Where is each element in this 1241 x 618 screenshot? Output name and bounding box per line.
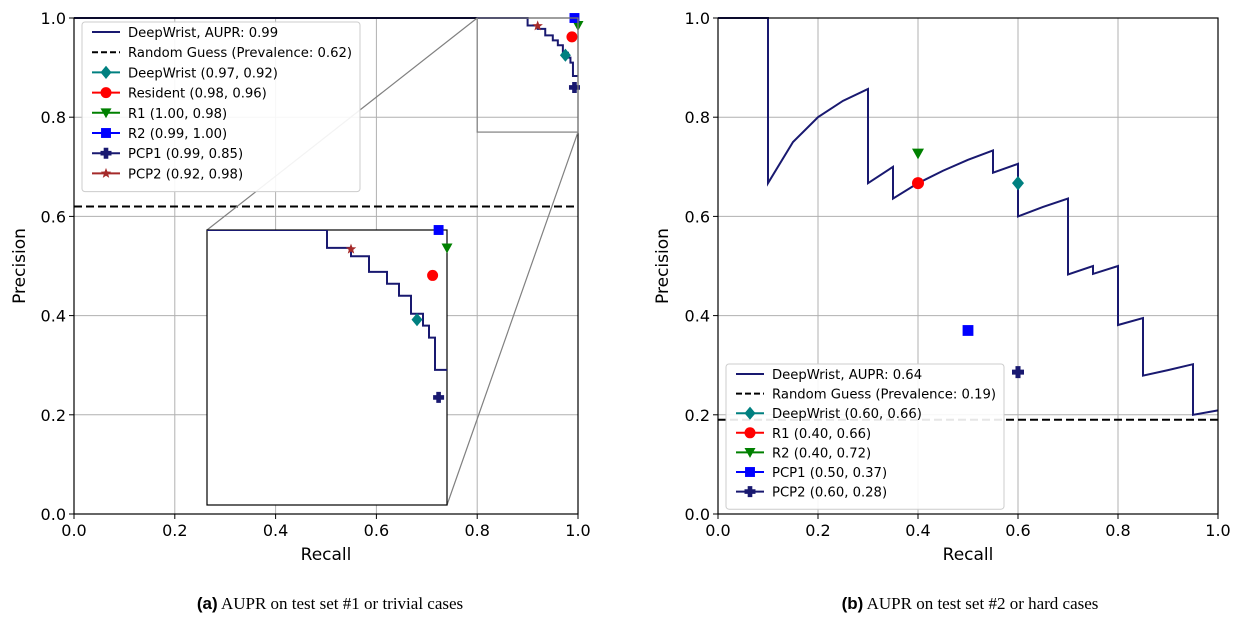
- inset-marker-point: [433, 225, 444, 235]
- legend-label: Resident (0.98, 0.96): [128, 87, 267, 102]
- panel-a: 0.0 0.2 0.4 0.6 0.8 1.0 0.0 0.2 0.4 0.6 0.8 1.0 Reca…: [10, 9, 591, 565]
- x-tick-label: 0.6: [1005, 521, 1030, 540]
- y-axis-label: Precision: [10, 228, 30, 304]
- marker-point: [912, 148, 924, 160]
- x-tick-label: 0.0: [61, 521, 86, 540]
- inset-zoom: [206, 225, 453, 506]
- marker-point: [566, 31, 578, 43]
- marker-point: [532, 20, 543, 31]
- y-tick-label: 0.6: [41, 207, 66, 226]
- legend-label: Random Guess (Prevalence: 0.19): [772, 388, 996, 403]
- caption-a: (a) AUPR on test set #1 or trivial cases: [197, 594, 463, 614]
- legend-marker: [100, 87, 112, 99]
- legend-box: [81, 21, 361, 193]
- legend-marker: [744, 486, 756, 498]
- y-tick-label: 0.2: [685, 406, 710, 425]
- x-tick-label: 0.4: [905, 521, 930, 540]
- legend: DeepWrist, AUPR: 0.64 Random Guess (Preva…: [725, 363, 1005, 510]
- x-tick-label: 0.2: [805, 521, 830, 540]
- y-tick-label: 1.0: [685, 9, 710, 28]
- marker-point: [962, 325, 974, 336]
- panel-b: 0.0 0.2 0.4 0.6 0.8 1.0 0.0 0.2 0.4 0.6 0.8 1.0 Reca…: [653, 9, 1231, 565]
- inset-marker-point: [345, 243, 357, 254]
- legend-marker: [100, 147, 112, 159]
- y-tick-label: 0.0: [685, 505, 710, 524]
- legend-label: DeepWrist, AUPR: 0.99: [128, 26, 278, 41]
- legend: DeepWrist, AUPR: 0.99 Random Guess (Preva…: [81, 21, 361, 193]
- caption-a-label: (a): [196, 594, 218, 613]
- x-axis-label: Recall: [943, 545, 994, 565]
- x-tick-label: 0.0: [705, 521, 730, 540]
- inset-marker-point: [411, 313, 423, 327]
- legend-label: R2 (0.40, 0.72): [772, 446, 871, 461]
- legend-label: R1 (0.40, 0.66): [772, 427, 871, 442]
- zoom-region-box: [476, 17, 579, 133]
- x-tick-label: 1.0: [565, 521, 590, 540]
- x-axis-label: Recall: [301, 545, 352, 565]
- y-tick-label: 0.8: [685, 108, 710, 127]
- legend-label: Random Guess (Prevalence: 0.62): [128, 46, 352, 61]
- caption-a-text: AUPR on test set #1 or trivial cases: [220, 594, 464, 613]
- y-tick-label: 0.4: [41, 307, 66, 326]
- x-tick-label: 0.6: [364, 521, 389, 540]
- legend-label: DeepWrist (0.97, 0.92): [128, 66, 278, 81]
- y-tick-label: 1.0: [41, 9, 66, 28]
- y-tick-label: 0.6: [685, 207, 710, 226]
- legend-marker: [744, 406, 756, 420]
- legend-label: DeepWrist, AUPR: 0.64: [772, 368, 922, 383]
- legend-box: [725, 363, 1005, 510]
- legend-marker: [744, 448, 756, 458]
- y-tick-label: 0.4: [685, 307, 710, 326]
- plot-frame: [73, 17, 579, 515]
- legend-marker: [100, 65, 112, 79]
- legend-marker: [100, 108, 112, 119]
- y-tick-label: 0.8: [41, 108, 66, 127]
- pr-curve-line: [718, 17, 1219, 416]
- inset-marker-point: [427, 269, 439, 281]
- legend-label: R2 (0.99, 1.00): [128, 127, 227, 142]
- legend-marker: [101, 128, 111, 138]
- legend-label: PCP2 (0.92, 0.98): [128, 167, 243, 182]
- x-tick-label: 0.8: [1105, 521, 1130, 540]
- legend-marker: [100, 167, 112, 178]
- zoom-connector-line: [446, 131, 579, 506]
- marker-point: [568, 81, 580, 93]
- x-tick-label: 1.0: [1205, 521, 1230, 540]
- legend-label: PCP1 (0.50, 0.37): [772, 466, 887, 481]
- y-tick-label: 0.0: [41, 505, 66, 524]
- legend-label: PCP1 (0.99, 0.85): [128, 147, 243, 162]
- caption-b-text: AUPR on test set #2 or hard cases: [866, 594, 1099, 613]
- x-tick-label: 0.8: [464, 521, 489, 540]
- y-tick-label: 0.2: [41, 406, 66, 425]
- caption-b-label: (b): [841, 594, 864, 613]
- inset-frame: [206, 229, 448, 506]
- caption-b: (b) AUPR on test set #2 or hard cases: [842, 594, 1099, 614]
- legend-marker: [745, 467, 755, 477]
- x-tick-label: 0.4: [263, 521, 288, 540]
- marker-point: [1012, 175, 1024, 191]
- legend-marker: [744, 427, 756, 439]
- plot-frame: [717, 17, 1219, 515]
- inset-marker-point: [433, 391, 445, 403]
- legend-label: DeepWrist (0.60, 0.66): [772, 407, 922, 422]
- marker-point: [559, 48, 571, 62]
- y-axis-label: Precision: [653, 228, 673, 304]
- marker-point: [1012, 366, 1024, 379]
- inset-marker-point: [441, 243, 453, 254]
- marker-point: [912, 177, 924, 190]
- x-tick-label: 0.2: [162, 521, 187, 540]
- legend-label: R1 (1.00, 0.98): [128, 107, 227, 122]
- legend-label: PCP2 (0.60, 0.28): [772, 486, 887, 501]
